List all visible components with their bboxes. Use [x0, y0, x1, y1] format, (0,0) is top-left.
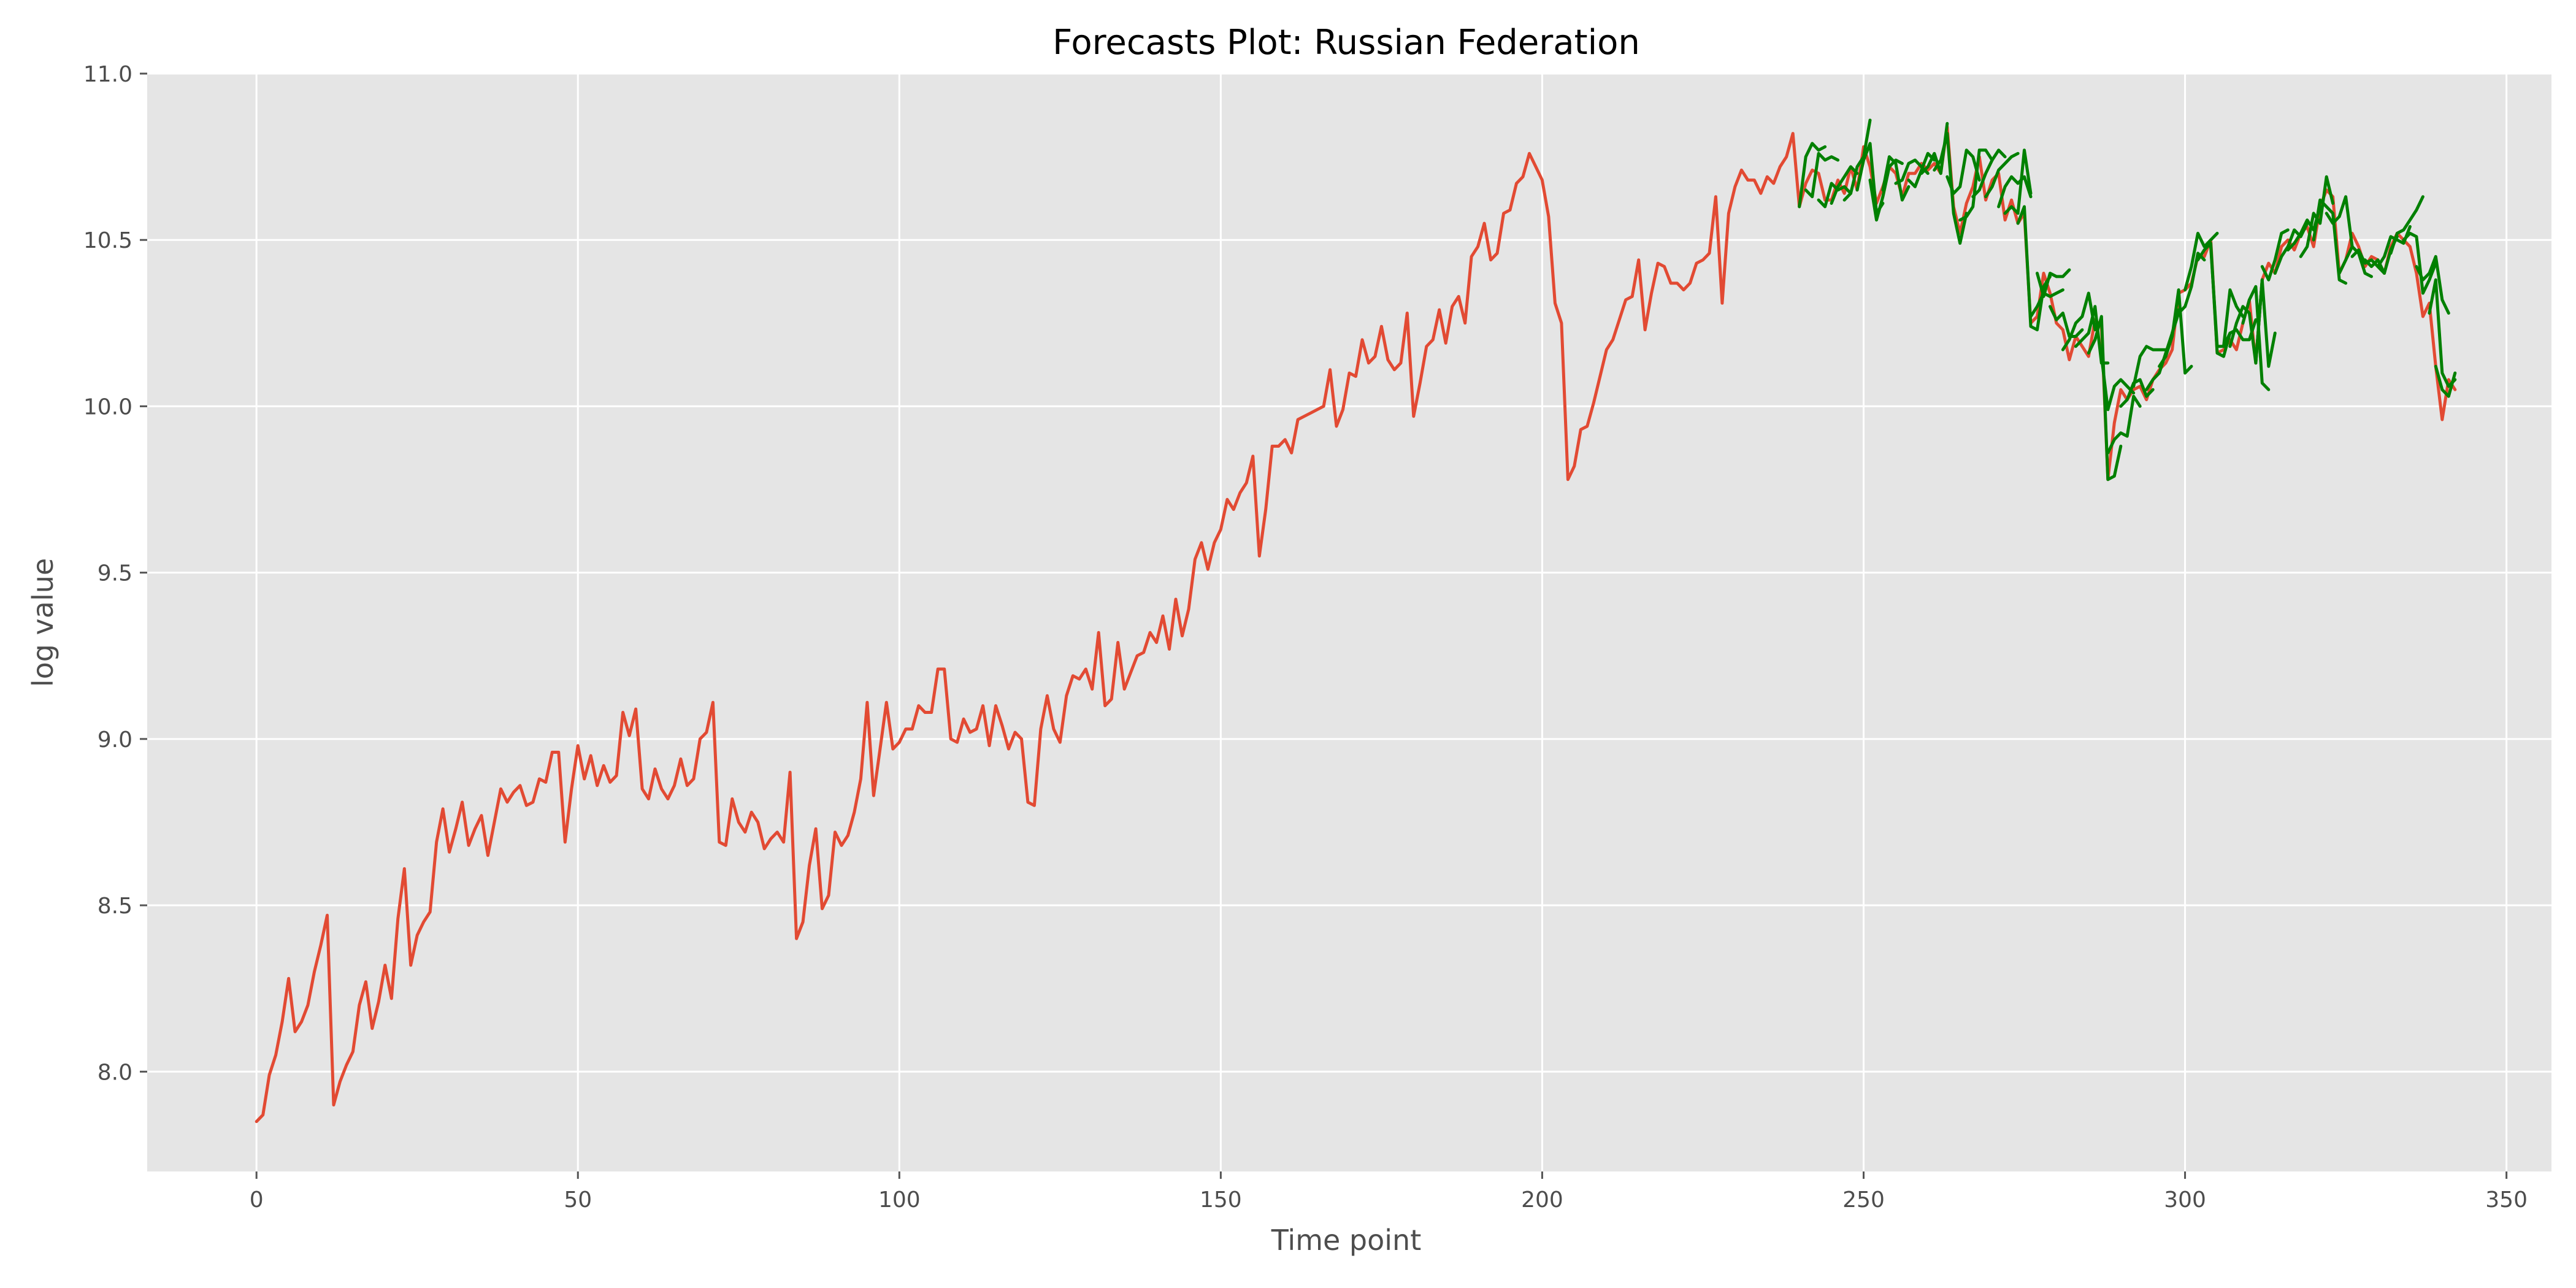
forecast-line [2132, 345, 2168, 388]
forecast-line [1984, 151, 2020, 199]
forecast-line [2016, 205, 2052, 332]
y-tick-label: 8.5 [98, 894, 132, 919]
chart-title: Forecasts Plot: Russian Federation [1052, 23, 1640, 63]
forecast-line [2158, 288, 2193, 375]
y-tick-label: 9.5 [98, 561, 132, 586]
y-tick-label: 10.5 [83, 228, 132, 253]
x-tick-label: 50 [564, 1187, 592, 1213]
x-tick-label: 100 [878, 1187, 921, 1213]
forecast-line [2209, 245, 2245, 348]
forecast-line [2254, 278, 2277, 368]
forecast-line [1830, 165, 1859, 205]
forecast-line [2099, 355, 2136, 412]
x-tick-label: 150 [1200, 1187, 1242, 1213]
actual-series [255, 125, 2457, 1124]
forecast-line [2337, 245, 2373, 278]
x-axis-label: Time point [1271, 1224, 1422, 1257]
x-tick-label: 350 [2485, 1187, 2528, 1213]
forecast-line [2049, 305, 2084, 338]
forecast-line [1997, 175, 2033, 209]
forecast-line [2415, 255, 2450, 315]
forecast-line [2036, 268, 2071, 298]
forecast-line [2029, 288, 2064, 318]
forecast-line [1798, 142, 1827, 209]
grid-lines [147, 72, 2551, 1171]
forecast-line [1804, 151, 1840, 199]
forecast-line [2222, 318, 2258, 348]
forecast-line [2260, 228, 2290, 282]
forecast-line [2119, 378, 2155, 408]
actual-line [255, 125, 2457, 1124]
forecast-line [2325, 195, 2354, 248]
forecast-line [1971, 148, 2007, 199]
x-tick-label: 0 [250, 1187, 264, 1213]
forecast-line [2434, 364, 2457, 398]
forecast-line [2389, 195, 2425, 255]
forecast-line [1842, 118, 1872, 202]
y-tick-label: 9.0 [98, 727, 132, 753]
forecast-line [2061, 291, 2097, 351]
forecast-line [2106, 394, 2142, 454]
y-tick-label: 10.0 [83, 394, 132, 420]
x-axis-ticks: 0 50 100 150 200 250 300 350 [250, 1171, 2528, 1213]
plot-area-background [147, 74, 2551, 1171]
x-tick-label: 250 [1842, 1187, 1885, 1213]
forecast-line [2171, 251, 2206, 335]
forecast-line [1933, 132, 1968, 245]
forecast-line [1958, 148, 1994, 222]
y-tick-label: 8.0 [98, 1060, 132, 1085]
forecast-line [2312, 198, 2348, 285]
y-axis-label: log value [26, 558, 59, 687]
y-tick-label: 11.0 [83, 62, 132, 87]
forecast-line [1881, 155, 1911, 202]
y-axis-ticks: 8.0 8.5 9.0 9.5 10.0 10.5 11.0 [83, 62, 147, 1085]
forecast-series [1798, 118, 2457, 481]
forecast-line [2087, 315, 2123, 481]
forecast-line [1817, 182, 1852, 209]
forecast-line [2183, 231, 2219, 292]
forecast-line [2003, 148, 2033, 215]
x-tick-label: 300 [2164, 1187, 2206, 1213]
forecast-line [1945, 148, 1981, 195]
x-tick-label: 200 [1521, 1187, 1563, 1213]
forecast-line [1907, 151, 1936, 188]
forecast-line [1868, 158, 1904, 222]
forecast-line [2402, 231, 2437, 295]
forecast-line [2241, 285, 2271, 391]
